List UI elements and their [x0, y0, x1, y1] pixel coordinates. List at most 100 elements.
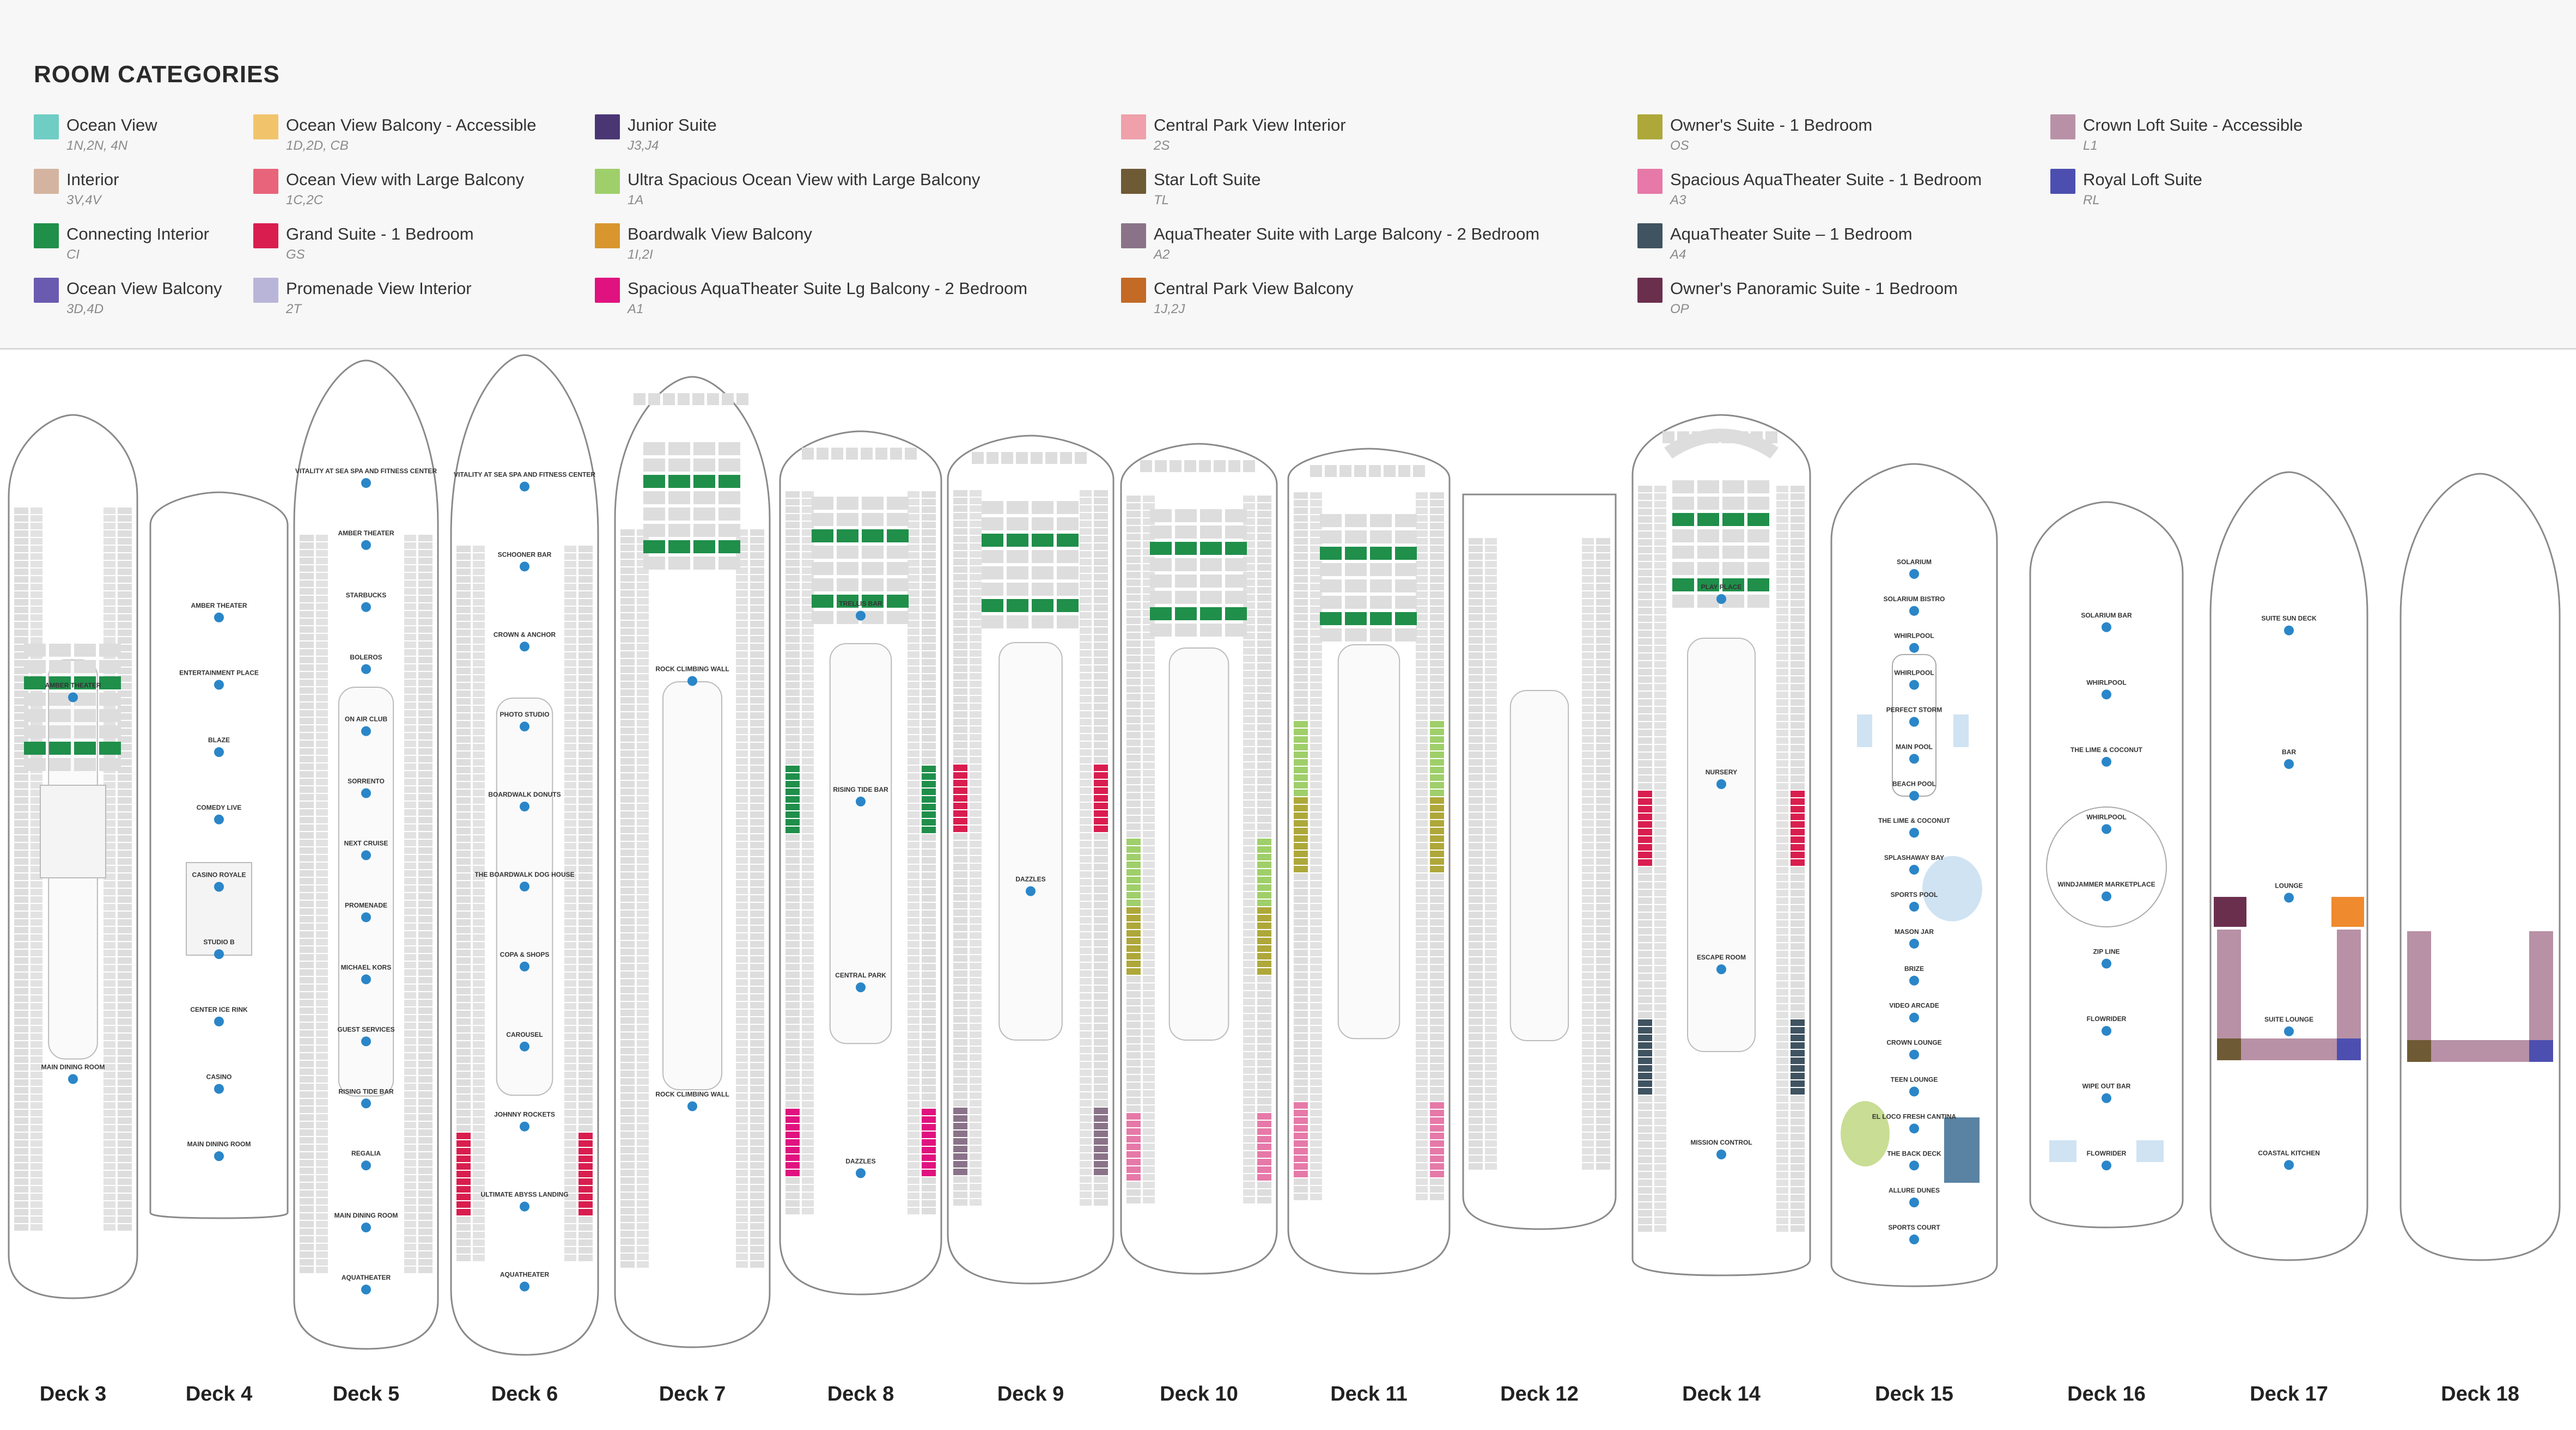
cabin — [1469, 965, 1483, 971]
cabin — [1654, 989, 1666, 995]
cabin — [1654, 859, 1666, 866]
cabin — [1791, 1042, 1805, 1049]
cabin — [802, 903, 814, 909]
cabin — [1791, 821, 1805, 828]
cabin — [1430, 1026, 1444, 1032]
cabin — [103, 508, 115, 514]
cabin — [750, 1086, 764, 1092]
cabin — [1485, 721, 1497, 728]
venue-label: CROWN LOUNGE — [1886, 1039, 1941, 1047]
category-name: Owner's Panoramic Suite - 1 Bedroom — [1670, 279, 1958, 298]
cabin — [1791, 867, 1805, 873]
cabin — [1485, 668, 1497, 674]
cabin — [1638, 699, 1652, 706]
cabin — [1143, 1105, 1155, 1112]
cabin — [1791, 974, 1805, 980]
cabin — [1243, 1189, 1255, 1196]
cabin — [1094, 833, 1108, 840]
cabin — [1094, 1062, 1108, 1068]
cabin — [14, 1095, 28, 1101]
cabin — [620, 743, 635, 749]
cabin — [1080, 848, 1092, 855]
cabin — [785, 1208, 800, 1214]
venue-marker — [687, 1101, 697, 1111]
venue-marker — [361, 478, 371, 488]
category-code: 1J,2J — [1154, 302, 1185, 316]
cabin — [1257, 1083, 1271, 1089]
cabin — [31, 881, 42, 888]
cabin — [812, 546, 833, 559]
cabin — [31, 530, 42, 537]
cabin — [1469, 1018, 1483, 1025]
cabin — [908, 590, 919, 597]
cabin — [1294, 805, 1308, 811]
cabin — [456, 1217, 471, 1223]
cabin — [1294, 706, 1308, 712]
cabin — [1416, 706, 1428, 712]
cabin — [1596, 538, 1610, 545]
cabin — [1243, 915, 1255, 921]
cabin — [1416, 919, 1428, 926]
cabin — [1469, 973, 1483, 979]
cabin — [1485, 538, 1497, 545]
cabin — [578, 1034, 593, 1040]
cabin — [1257, 625, 1271, 632]
cabin — [1469, 995, 1483, 1002]
venue-label: SUITE LOUNGE — [2264, 1016, 2313, 1023]
cabin — [922, 537, 936, 543]
cabin — [1080, 1092, 1092, 1099]
cabin — [300, 756, 314, 762]
cabin — [1697, 546, 1719, 559]
cabin — [14, 1163, 28, 1170]
cabin — [578, 713, 593, 720]
cabin — [473, 980, 485, 987]
cabin — [1672, 595, 1694, 608]
cabin — [1416, 942, 1428, 949]
cabin — [456, 630, 471, 636]
cabin — [802, 1017, 814, 1024]
cabin — [1143, 1098, 1155, 1104]
cabin — [908, 522, 919, 528]
cabin — [316, 1168, 328, 1174]
cabin — [300, 954, 314, 961]
cabin — [1310, 561, 1322, 567]
cabin — [316, 1137, 328, 1144]
cabin — [750, 804, 764, 810]
cabin — [1310, 465, 1322, 477]
cabin — [578, 1194, 593, 1200]
cabin — [1430, 538, 1444, 545]
cabin — [1143, 808, 1155, 815]
cabin — [1430, 896, 1444, 903]
cabin — [1294, 1049, 1308, 1055]
cabin — [564, 1247, 576, 1254]
cabin — [736, 872, 748, 879]
cabin — [1654, 981, 1666, 988]
cabin — [970, 597, 982, 603]
cabin — [1638, 1004, 1652, 1011]
cabin — [953, 719, 967, 725]
cabin — [99, 709, 121, 722]
cabin — [1294, 774, 1308, 781]
category-name: Grand Suite - 1 Bedroom — [286, 224, 474, 243]
cabin — [637, 628, 649, 635]
cabin — [953, 765, 967, 771]
cabin — [1257, 633, 1271, 639]
cabin — [1080, 948, 1092, 954]
cabin — [1080, 1054, 1092, 1061]
cabin — [922, 575, 936, 582]
cabin — [812, 578, 833, 591]
category-swatch — [253, 223, 278, 248]
cabin — [802, 857, 814, 864]
cabin — [1094, 787, 1108, 794]
cabin — [1776, 806, 1788, 812]
cabin — [620, 1017, 635, 1024]
cabin — [922, 888, 936, 894]
cabin — [620, 598, 635, 604]
cabin — [456, 912, 471, 918]
cabin — [1485, 889, 1497, 895]
cabin — [1596, 790, 1610, 796]
cabin — [637, 926, 649, 932]
cabin — [953, 1024, 967, 1030]
cabin — [1791, 753, 1805, 759]
